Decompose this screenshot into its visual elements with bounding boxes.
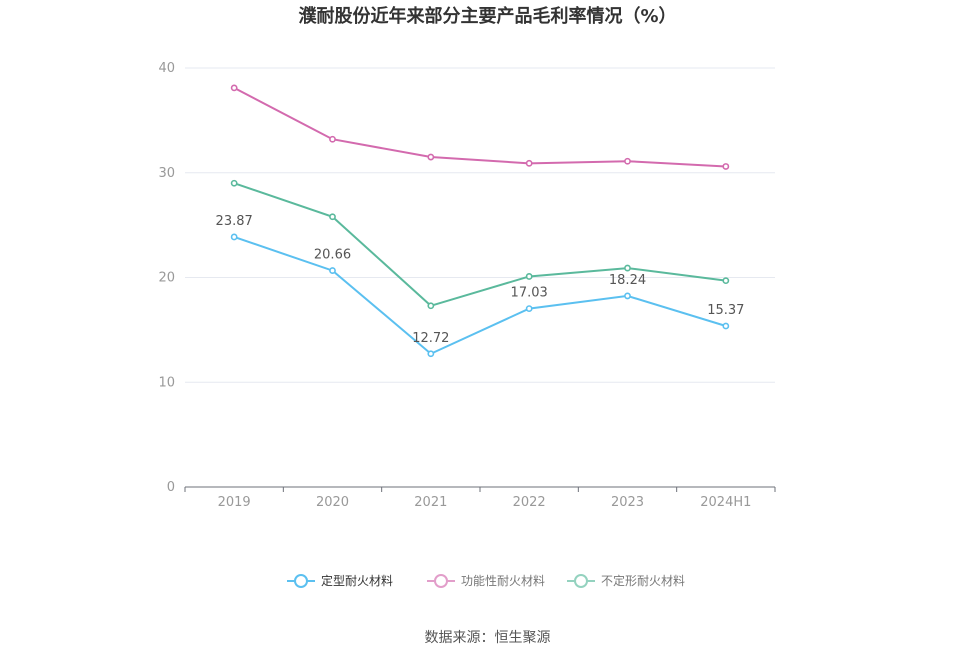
- legend-swatch-marker: [434, 574, 448, 588]
- legend-label: 功能性耐火材料: [461, 574, 545, 588]
- y-tick-label: 30: [158, 166, 175, 181]
- data-label: 18.24: [609, 273, 646, 288]
- data-point: [230, 233, 238, 241]
- x-tick-label: 2021: [414, 495, 447, 510]
- chart-title: 濮耐股份近年来部分主要产品毛利率情况（%）: [298, 6, 677, 27]
- data-point: [525, 159, 533, 167]
- data-point: [722, 322, 730, 330]
- legend-swatch-marker: [574, 574, 588, 588]
- x-tick-label: 2022: [513, 495, 546, 510]
- series-2: [230, 179, 730, 310]
- legend: 定型耐火材料 功能性耐火材料 不定形耐火材料: [287, 573, 685, 588]
- series-0: [230, 233, 730, 358]
- data-source: 数据来源：恒生聚源: [424, 630, 551, 646]
- data-point: [329, 267, 336, 274]
- data-point: [624, 292, 631, 300]
- legend-item-2[interactable]: 不定形耐火材料: [567, 573, 685, 588]
- data-point: [427, 350, 435, 358]
- data-point: [427, 302, 435, 310]
- data-point: [722, 163, 730, 170]
- series-line: [233, 236, 727, 355]
- x-axis: 2019 2020 2021 2022 2023 2024H1: [184, 486, 776, 510]
- grid-lines: [185, 67, 775, 383]
- y-tick-label: 10: [158, 375, 175, 390]
- y-tick-label: 20: [158, 271, 175, 286]
- data-point: [230, 84, 238, 92]
- series-line: [233, 182, 726, 307]
- data-label: 15.37: [707, 303, 744, 318]
- data-label: 17.03: [511, 286, 548, 301]
- legend-label: 不定形耐火材料: [601, 573, 685, 588]
- legend-label: 定型耐火材料: [321, 573, 393, 588]
- data-labels: 23.87 20.66 12.72 17.03 18.24 15.37: [216, 214, 745, 346]
- data-point: [624, 157, 631, 165]
- x-tick-label: 2019: [218, 495, 251, 510]
- data-point: [525, 305, 533, 313]
- data-point: [722, 277, 730, 285]
- legend-swatch-marker: [294, 574, 308, 588]
- data-point: [230, 179, 238, 187]
- series-1: [230, 84, 730, 170]
- x-tick-label: 2023: [611, 495, 644, 510]
- x-tick-label: 2024H1: [700, 495, 751, 510]
- legend-item-1[interactable]: 功能性耐火材料: [427, 574, 545, 588]
- y-axis: 0 10 20 30 40: [158, 61, 175, 495]
- data-point: [329, 135, 336, 143]
- data-point: [329, 213, 336, 221]
- data-point: [427, 153, 435, 161]
- data-point: [624, 264, 631, 272]
- y-tick-label: 0: [167, 480, 175, 495]
- y-tick-label: 40: [158, 61, 175, 76]
- data-label: 20.66: [314, 248, 351, 263]
- data-label: 23.87: [216, 214, 253, 229]
- legend-item-0[interactable]: 定型耐火材料: [287, 573, 393, 588]
- series-lines: [230, 84, 730, 358]
- data-point: [525, 273, 533, 280]
- x-tick-label: 2020: [316, 495, 349, 510]
- series-line: [233, 87, 726, 168]
- data-label: 12.72: [412, 331, 449, 346]
